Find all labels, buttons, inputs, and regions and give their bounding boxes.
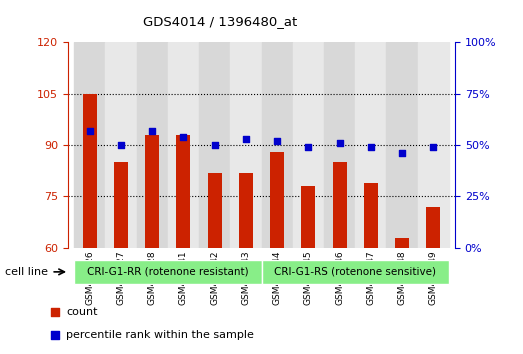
Point — [242, 136, 250, 142]
Point — [210, 142, 219, 148]
Bar — [270, 152, 284, 248]
Text: cell line: cell line — [5, 267, 48, 277]
Bar — [333, 162, 347, 248]
Point — [273, 138, 281, 144]
Bar — [262, 42, 293, 248]
Point — [86, 128, 94, 133]
Bar — [114, 162, 128, 248]
Point — [51, 309, 60, 315]
Bar — [386, 42, 417, 248]
Bar — [324, 42, 355, 248]
Bar — [137, 42, 168, 248]
Bar — [168, 42, 199, 248]
Bar — [395, 238, 409, 248]
Text: GDS4014 / 1396480_at: GDS4014 / 1396480_at — [143, 15, 297, 28]
Point — [51, 333, 60, 338]
Bar — [363, 183, 378, 248]
Point — [429, 144, 437, 150]
Point — [179, 134, 188, 140]
Text: percentile rank within the sample: percentile rank within the sample — [66, 330, 254, 341]
Bar — [262, 260, 449, 284]
Text: count: count — [66, 307, 98, 318]
Bar — [293, 42, 324, 248]
Point — [148, 128, 156, 133]
Point — [367, 144, 375, 150]
Point — [398, 150, 406, 156]
Bar — [239, 172, 253, 248]
Text: CRI-G1-RR (rotenone resistant): CRI-G1-RR (rotenone resistant) — [87, 266, 248, 276]
Bar — [106, 42, 137, 248]
Bar — [145, 135, 160, 248]
Bar — [74, 42, 106, 248]
Bar — [426, 207, 440, 248]
Bar — [74, 260, 262, 284]
Text: CRI-G1-RS (rotenone sensitive): CRI-G1-RS (rotenone sensitive) — [274, 266, 436, 276]
Point — [335, 140, 344, 146]
Bar — [176, 135, 190, 248]
Point — [117, 142, 125, 148]
Bar — [301, 186, 315, 248]
Bar — [199, 42, 230, 248]
Bar — [208, 172, 222, 248]
Bar — [417, 42, 449, 248]
Bar — [230, 42, 262, 248]
Bar — [355, 42, 386, 248]
Point — [304, 144, 313, 150]
Bar — [83, 94, 97, 248]
